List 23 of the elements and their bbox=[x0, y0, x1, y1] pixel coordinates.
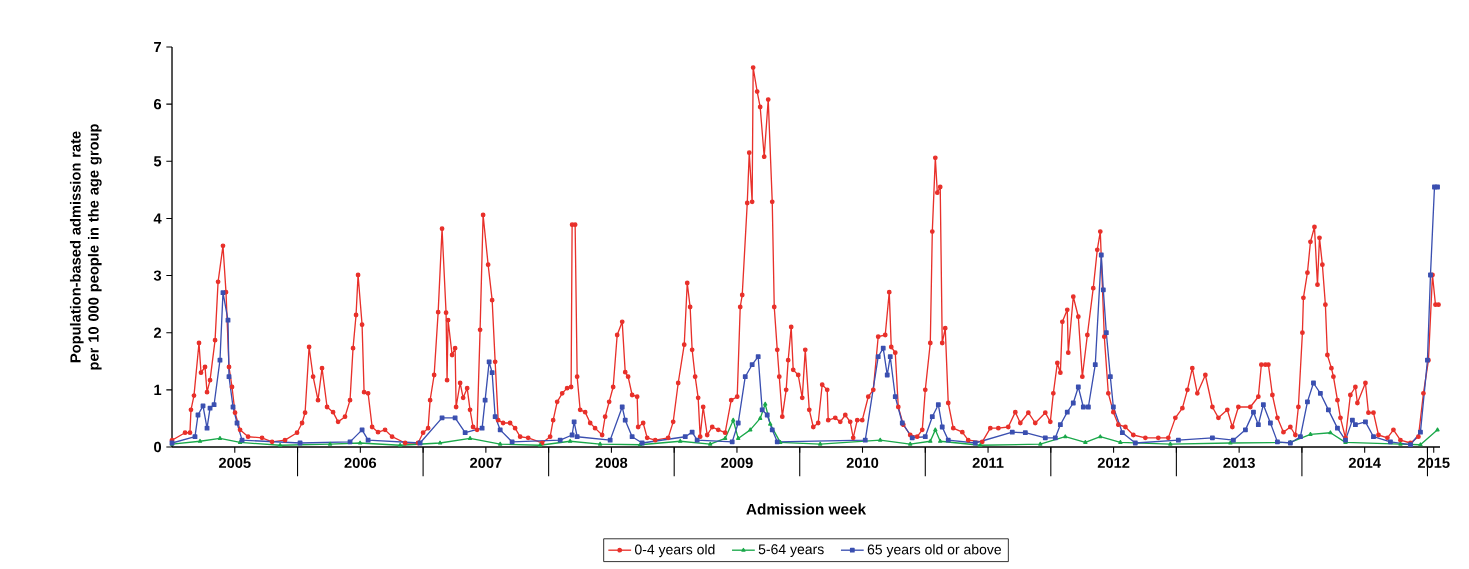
x-tick-label: 2011 bbox=[972, 457, 1004, 469]
y-tick-label: 4 bbox=[153, 213, 162, 224]
y-tick-label: 6 bbox=[154, 98, 162, 110]
x-tick-label: 2010 bbox=[846, 457, 879, 469]
x-tick-label: 2006 bbox=[344, 457, 377, 469]
x-tick-label: 2012 bbox=[1097, 457, 1130, 469]
y-tick-label: 0 bbox=[154, 441, 162, 453]
legend-label: 65 years old or above bbox=[867, 544, 1002, 558]
x-tick-label: 2009 bbox=[721, 457, 753, 469]
x-axis-title: Admission week bbox=[746, 503, 867, 515]
x-tick-label: 2008 bbox=[595, 457, 628, 469]
y-axis-title: Population-based admission rate per 10 000 people in the age group bbox=[69, 124, 102, 370]
x-tick-label: 2005 bbox=[218, 457, 251, 469]
x-tick-label: 2013 bbox=[1223, 457, 1255, 469]
y-tick-label: 7 bbox=[154, 41, 161, 53]
y-tick-label: 5 bbox=[153, 156, 162, 167]
legend-label: 5-64 years bbox=[758, 544, 824, 557]
x-tick-label: 2007 bbox=[470, 457, 502, 469]
x-tick-label: 2014 bbox=[1348, 457, 1381, 469]
y-tick-label: 2 bbox=[153, 327, 162, 338]
y-tick-label: 3 bbox=[153, 270, 162, 281]
y-tick-label: 1 bbox=[154, 384, 162, 395]
legend-label: 0-4 years old bbox=[634, 544, 715, 558]
